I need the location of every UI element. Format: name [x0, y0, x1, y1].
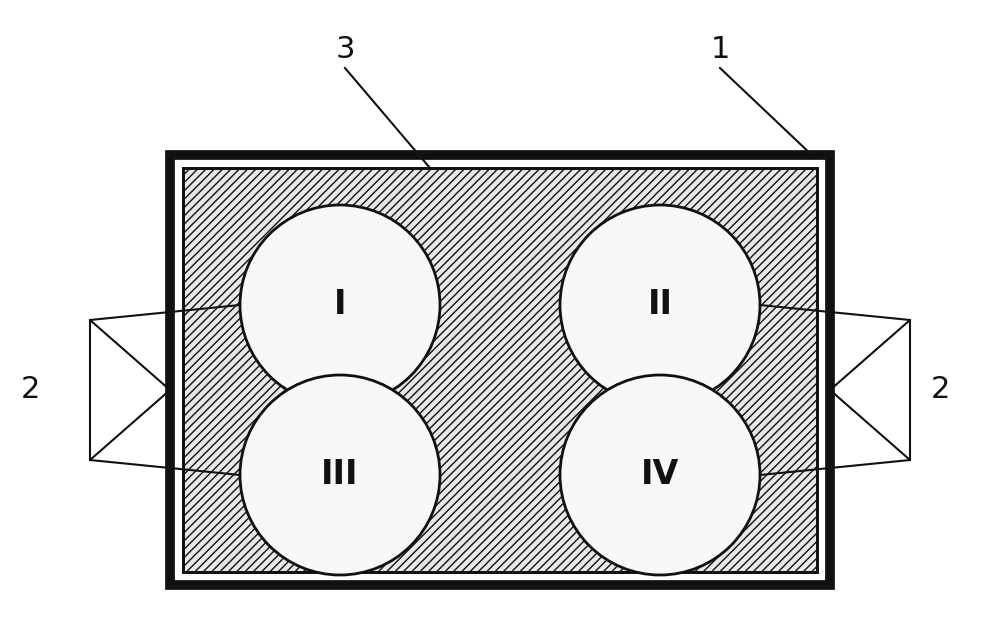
- Circle shape: [240, 375, 440, 575]
- Text: I: I: [334, 289, 346, 322]
- Bar: [183, 168, 817, 572]
- Text: IV: IV: [641, 459, 679, 492]
- Circle shape: [560, 375, 760, 575]
- Bar: [170, 155, 830, 585]
- Text: II: II: [648, 289, 672, 322]
- Text: 1: 1: [710, 36, 730, 64]
- Bar: [183, 168, 817, 572]
- Text: 2: 2: [20, 375, 40, 404]
- Text: III: III: [321, 459, 359, 492]
- Text: 2: 2: [930, 375, 950, 404]
- Circle shape: [240, 205, 440, 405]
- Text: 3: 3: [335, 36, 355, 64]
- Circle shape: [560, 205, 760, 405]
